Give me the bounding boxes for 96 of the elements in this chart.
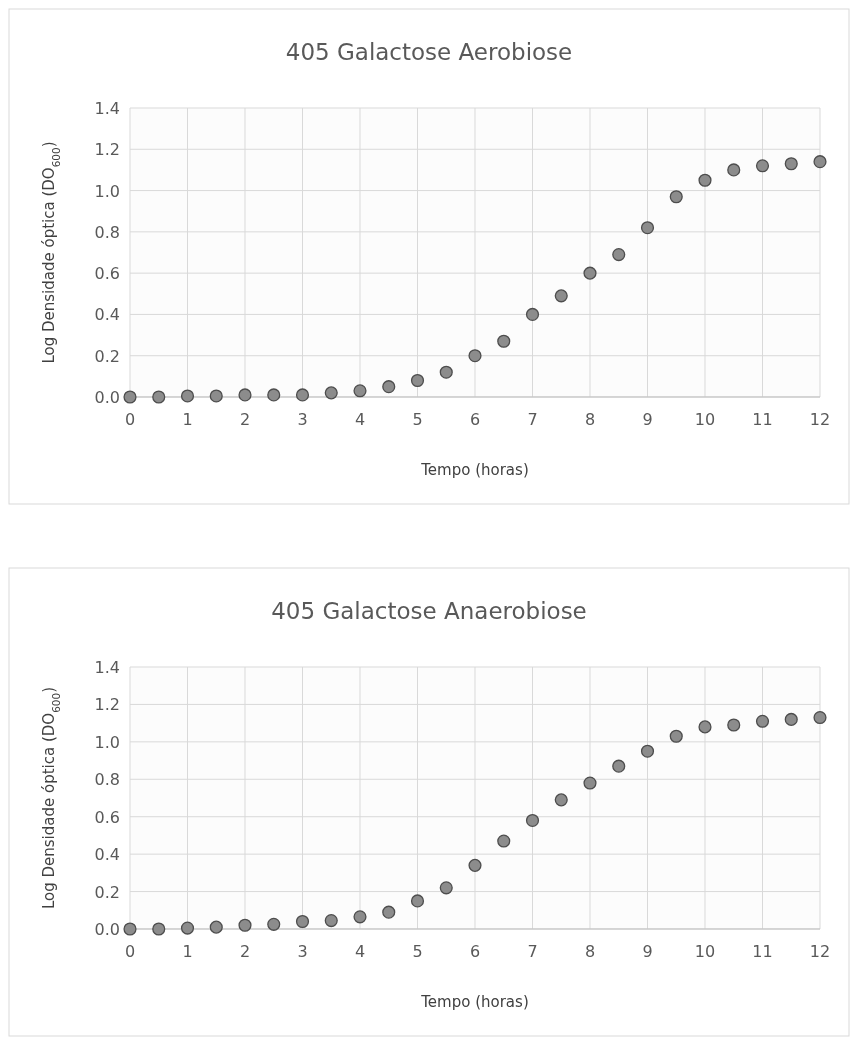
- point: [152, 922, 166, 936]
- point: [209, 920, 223, 934]
- point: [583, 776, 597, 790]
- x-axis-title: Tempo (horas): [420, 993, 529, 1011]
- point: [439, 881, 453, 895]
- chart-title: 405 Galactose Aerobiose: [285, 39, 573, 65]
- point: [439, 365, 453, 379]
- y-tick-label: 1.0: [94, 181, 120, 201]
- point: [468, 858, 482, 872]
- point: [209, 389, 223, 403]
- x-tick-label: 4: [354, 410, 366, 429]
- point: [640, 744, 655, 758]
- point: [669, 190, 683, 204]
- y-tick-label: 0.0: [94, 920, 120, 939]
- x-tick-label: 9: [642, 410, 653, 429]
- point: [152, 390, 166, 404]
- point: [123, 922, 137, 936]
- x-tick-label: 12: [809, 410, 831, 429]
- y-tick-label: 1.2: [94, 140, 120, 160]
- x-tick-label: 6: [469, 410, 481, 429]
- point: [382, 905, 396, 919]
- x-tick-label: 1: [182, 410, 193, 429]
- point: [238, 918, 252, 932]
- y-tick-label: 0.6: [94, 807, 120, 827]
- point: [554, 289, 568, 303]
- point: [353, 910, 367, 924]
- y-tick-label: 1.2: [94, 695, 120, 715]
- x-tick-label: 8: [584, 410, 596, 429]
- y-tick-label: 1.4: [94, 658, 120, 677]
- point: [382, 380, 396, 394]
- point: [180, 921, 195, 935]
- point: [410, 373, 425, 388]
- point: [755, 159, 770, 173]
- x-tick-label: 12: [809, 942, 831, 961]
- point: [727, 163, 741, 177]
- y-tick-label: 0.8: [94, 222, 120, 242]
- point: [295, 914, 310, 929]
- x-tick-label: 1: [182, 942, 193, 961]
- x-tick-label: 0: [124, 942, 136, 961]
- x-tick-label: 3: [297, 410, 308, 429]
- point: [525, 813, 540, 828]
- x-tick-label: 3: [297, 942, 308, 961]
- point: [324, 386, 338, 400]
- y-tick-label: 1.4: [94, 99, 120, 118]
- point: [583, 266, 597, 280]
- x-tick-label: 2: [239, 942, 251, 961]
- point: [784, 712, 798, 726]
- point: [755, 714, 770, 728]
- point: [698, 720, 712, 734]
- x-tick-label: 2: [239, 410, 251, 429]
- point: [698, 173, 712, 187]
- point: [813, 710, 827, 725]
- x-tick-label: 5: [412, 410, 423, 429]
- y-tick-label: 0.4: [94, 845, 120, 865]
- point: [180, 389, 195, 403]
- point: [295, 388, 310, 402]
- point: [353, 384, 367, 398]
- y-tick-label: 0.8: [94, 770, 120, 790]
- point: [612, 759, 626, 773]
- point: [554, 793, 568, 807]
- point: [123, 390, 137, 404]
- point: [324, 914, 338, 928]
- point: [238, 388, 252, 402]
- point: [267, 917, 281, 931]
- x-tick-label: 11: [752, 410, 773, 429]
- point: [727, 718, 741, 732]
- point: [784, 157, 798, 171]
- point: [612, 248, 626, 262]
- x-tick-label: 4: [354, 942, 366, 961]
- y-tick-label: 0.0: [94, 388, 120, 407]
- x-tick-label: 7: [527, 942, 538, 961]
- x-tick-label: 10: [694, 942, 716, 961]
- x-tick-label: 8: [584, 942, 596, 961]
- x-tick-label: 0: [124, 410, 136, 429]
- x-tick-label: 5: [412, 942, 423, 961]
- chart-title: 405 Galactose Anaerobiose: [271, 598, 587, 624]
- x-tick-label: 10: [694, 410, 716, 429]
- y-tick-label: 1.0: [94, 732, 120, 752]
- x-tick-label: 6: [469, 942, 481, 961]
- point: [813, 155, 827, 169]
- point: [669, 729, 683, 743]
- point: [525, 307, 540, 321]
- y-tick-label: 0.2: [94, 346, 120, 366]
- y-tick-label: 0.4: [94, 305, 120, 325]
- y-tick-label: 0.2: [94, 882, 120, 902]
- x-tick-label: 11: [752, 942, 773, 961]
- point: [267, 388, 281, 402]
- y-tick-label: 0.6: [94, 264, 120, 284]
- point: [497, 834, 511, 848]
- point: [497, 334, 511, 348]
- x-tick-label: 7: [527, 410, 538, 429]
- point: [640, 221, 655, 235]
- x-tick-label: 9: [642, 942, 653, 961]
- point: [468, 349, 482, 363]
- x-axis-title: Tempo (horas): [420, 461, 529, 479]
- point: [410, 894, 425, 908]
